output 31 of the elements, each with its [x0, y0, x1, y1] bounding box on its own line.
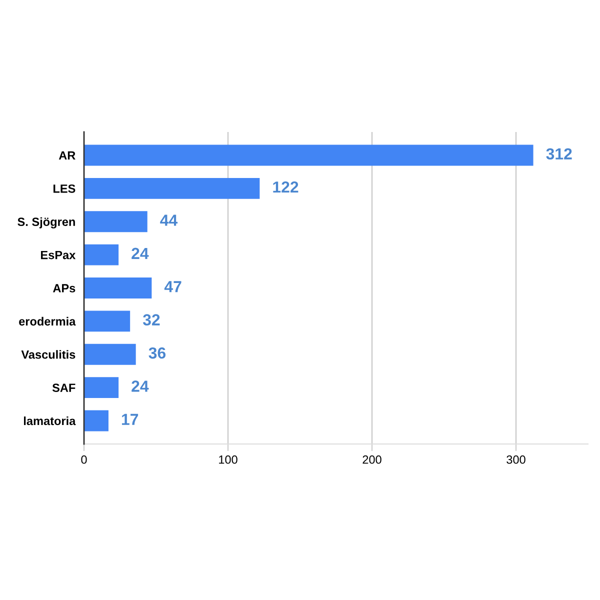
data-label: 36: [148, 347, 166, 359]
x-tick-label: 100: [219, 455, 238, 464]
bar: [84, 344, 136, 365]
data-label: 24: [132, 248, 149, 259]
data-label: 24: [132, 380, 149, 392]
x-tick-label: 300: [506, 455, 526, 464]
y-tick-label: EsPax: [41, 250, 76, 260]
y-tick-label: lamatoria: [24, 416, 76, 426]
y-tick-label: erodermia: [19, 316, 76, 326]
data-label: 312: [546, 148, 572, 160]
data-label: 32: [142, 314, 160, 326]
x-tick-label: 200: [362, 455, 382, 464]
bar: [84, 278, 152, 298]
y-tick-label: APs: [52, 284, 76, 292]
x-tick-label: 0: [81, 455, 87, 464]
bar: [84, 377, 119, 398]
y-tick-label: AR: [58, 151, 76, 160]
data-label: 17: [122, 414, 138, 425]
bar: [84, 310, 130, 332]
y-tick-label: S. Sjögren: [18, 217, 75, 228]
y-tick-label: SAF: [52, 384, 76, 392]
bar: [84, 178, 260, 199]
data-label: 122: [273, 181, 298, 193]
data-label: 47: [164, 281, 182, 292]
y-tick-label: Vasculitis: [21, 350, 76, 359]
bar: [84, 244, 119, 266]
bar: [84, 144, 534, 166]
bar: [84, 410, 108, 432]
data-label: 44: [160, 214, 178, 226]
bar: [84, 211, 148, 232]
y-tick-label: LES: [53, 184, 76, 193]
